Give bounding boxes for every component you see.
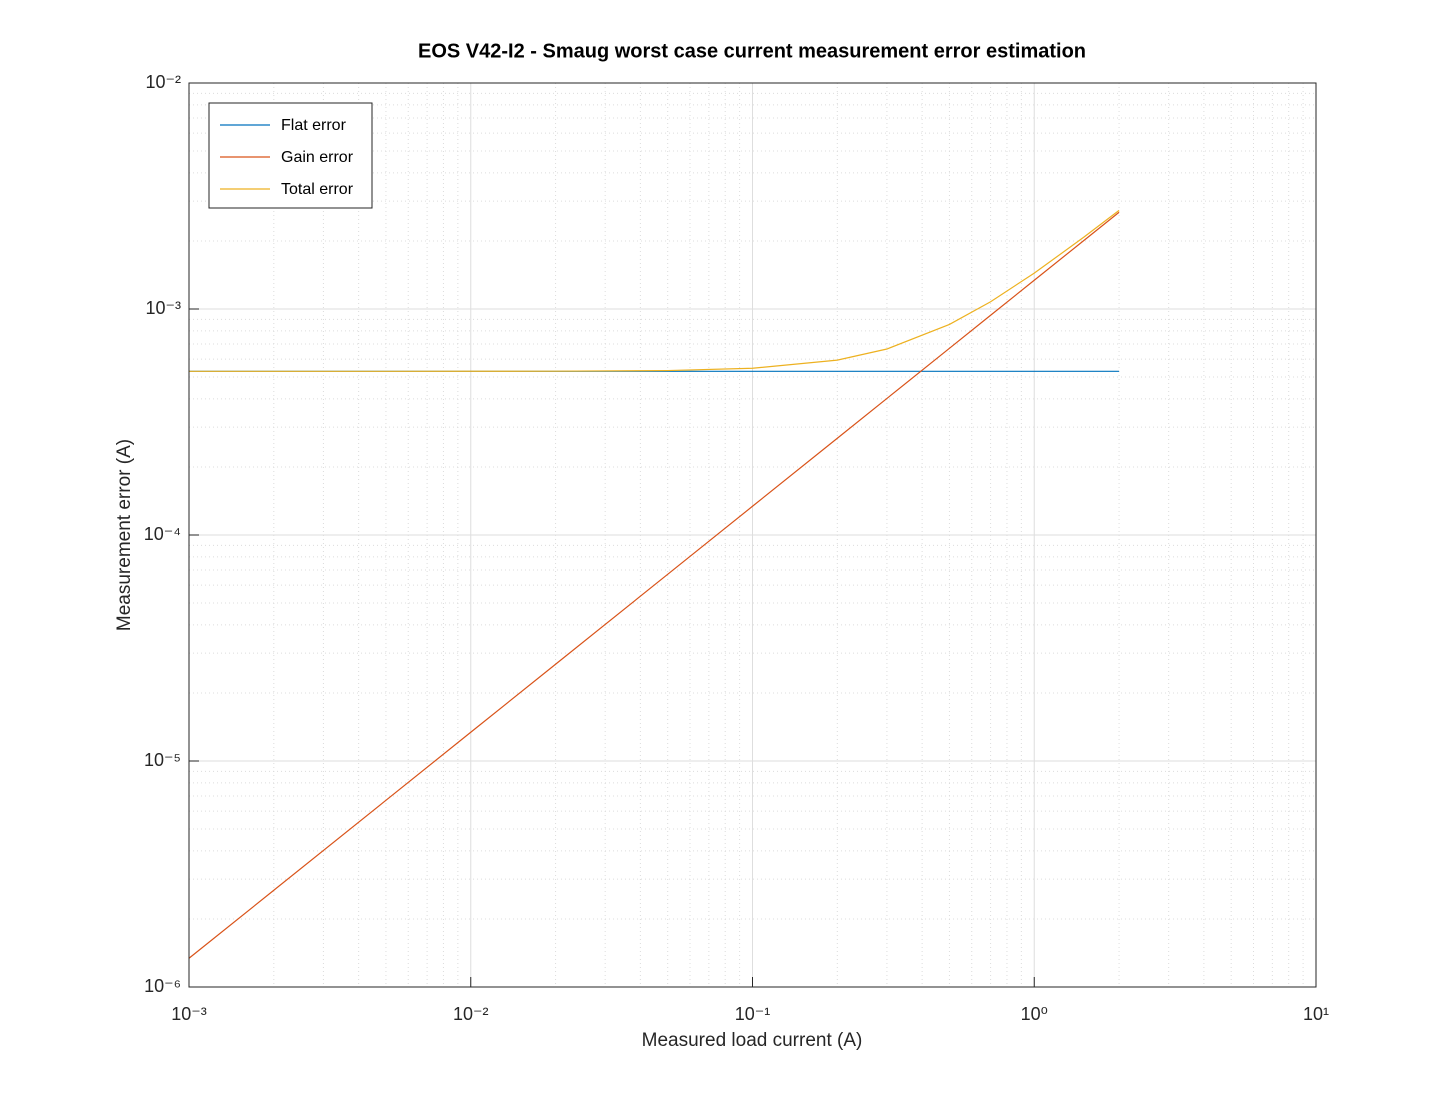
y-tick-label: 10⁻⁴ — [144, 524, 181, 544]
legend: Flat error Gain error Total error — [208, 102, 373, 209]
y-tick-label: 10⁻³ — [145, 298, 181, 318]
chart-title: EOS V42-I2 - Smaug worst case current me… — [418, 40, 1086, 62]
series-line — [189, 209, 1120, 372]
x-tick-label: 10⁰ — [1021, 1004, 1048, 1024]
x-tick-label: 10⁻³ — [171, 1004, 207, 1024]
legend-label: Gain error — [281, 149, 354, 166]
lines — [188, 209, 1120, 959]
y-tick-label: 10⁻⁵ — [144, 750, 181, 770]
legend-label: Total error — [281, 181, 354, 198]
x-tick-label: 10⁻¹ — [735, 1004, 771, 1024]
x-tick-label: 10¹ — [1303, 1004, 1329, 1024]
x-axis-label: Measured load current (A) — [642, 1030, 863, 1051]
y-tick-label: 10⁻² — [145, 72, 181, 92]
plot-frame — [188, 82, 1317, 988]
x-tick-label: 10⁻² — [453, 1004, 489, 1024]
series-line — [188, 211, 1120, 959]
y-tick-label: 10⁻⁶ — [144, 976, 181, 996]
legend-label: Flat error — [281, 117, 347, 134]
legend-box — [208, 102, 373, 209]
y-axis-label: Measurement error (A) — [114, 439, 135, 631]
